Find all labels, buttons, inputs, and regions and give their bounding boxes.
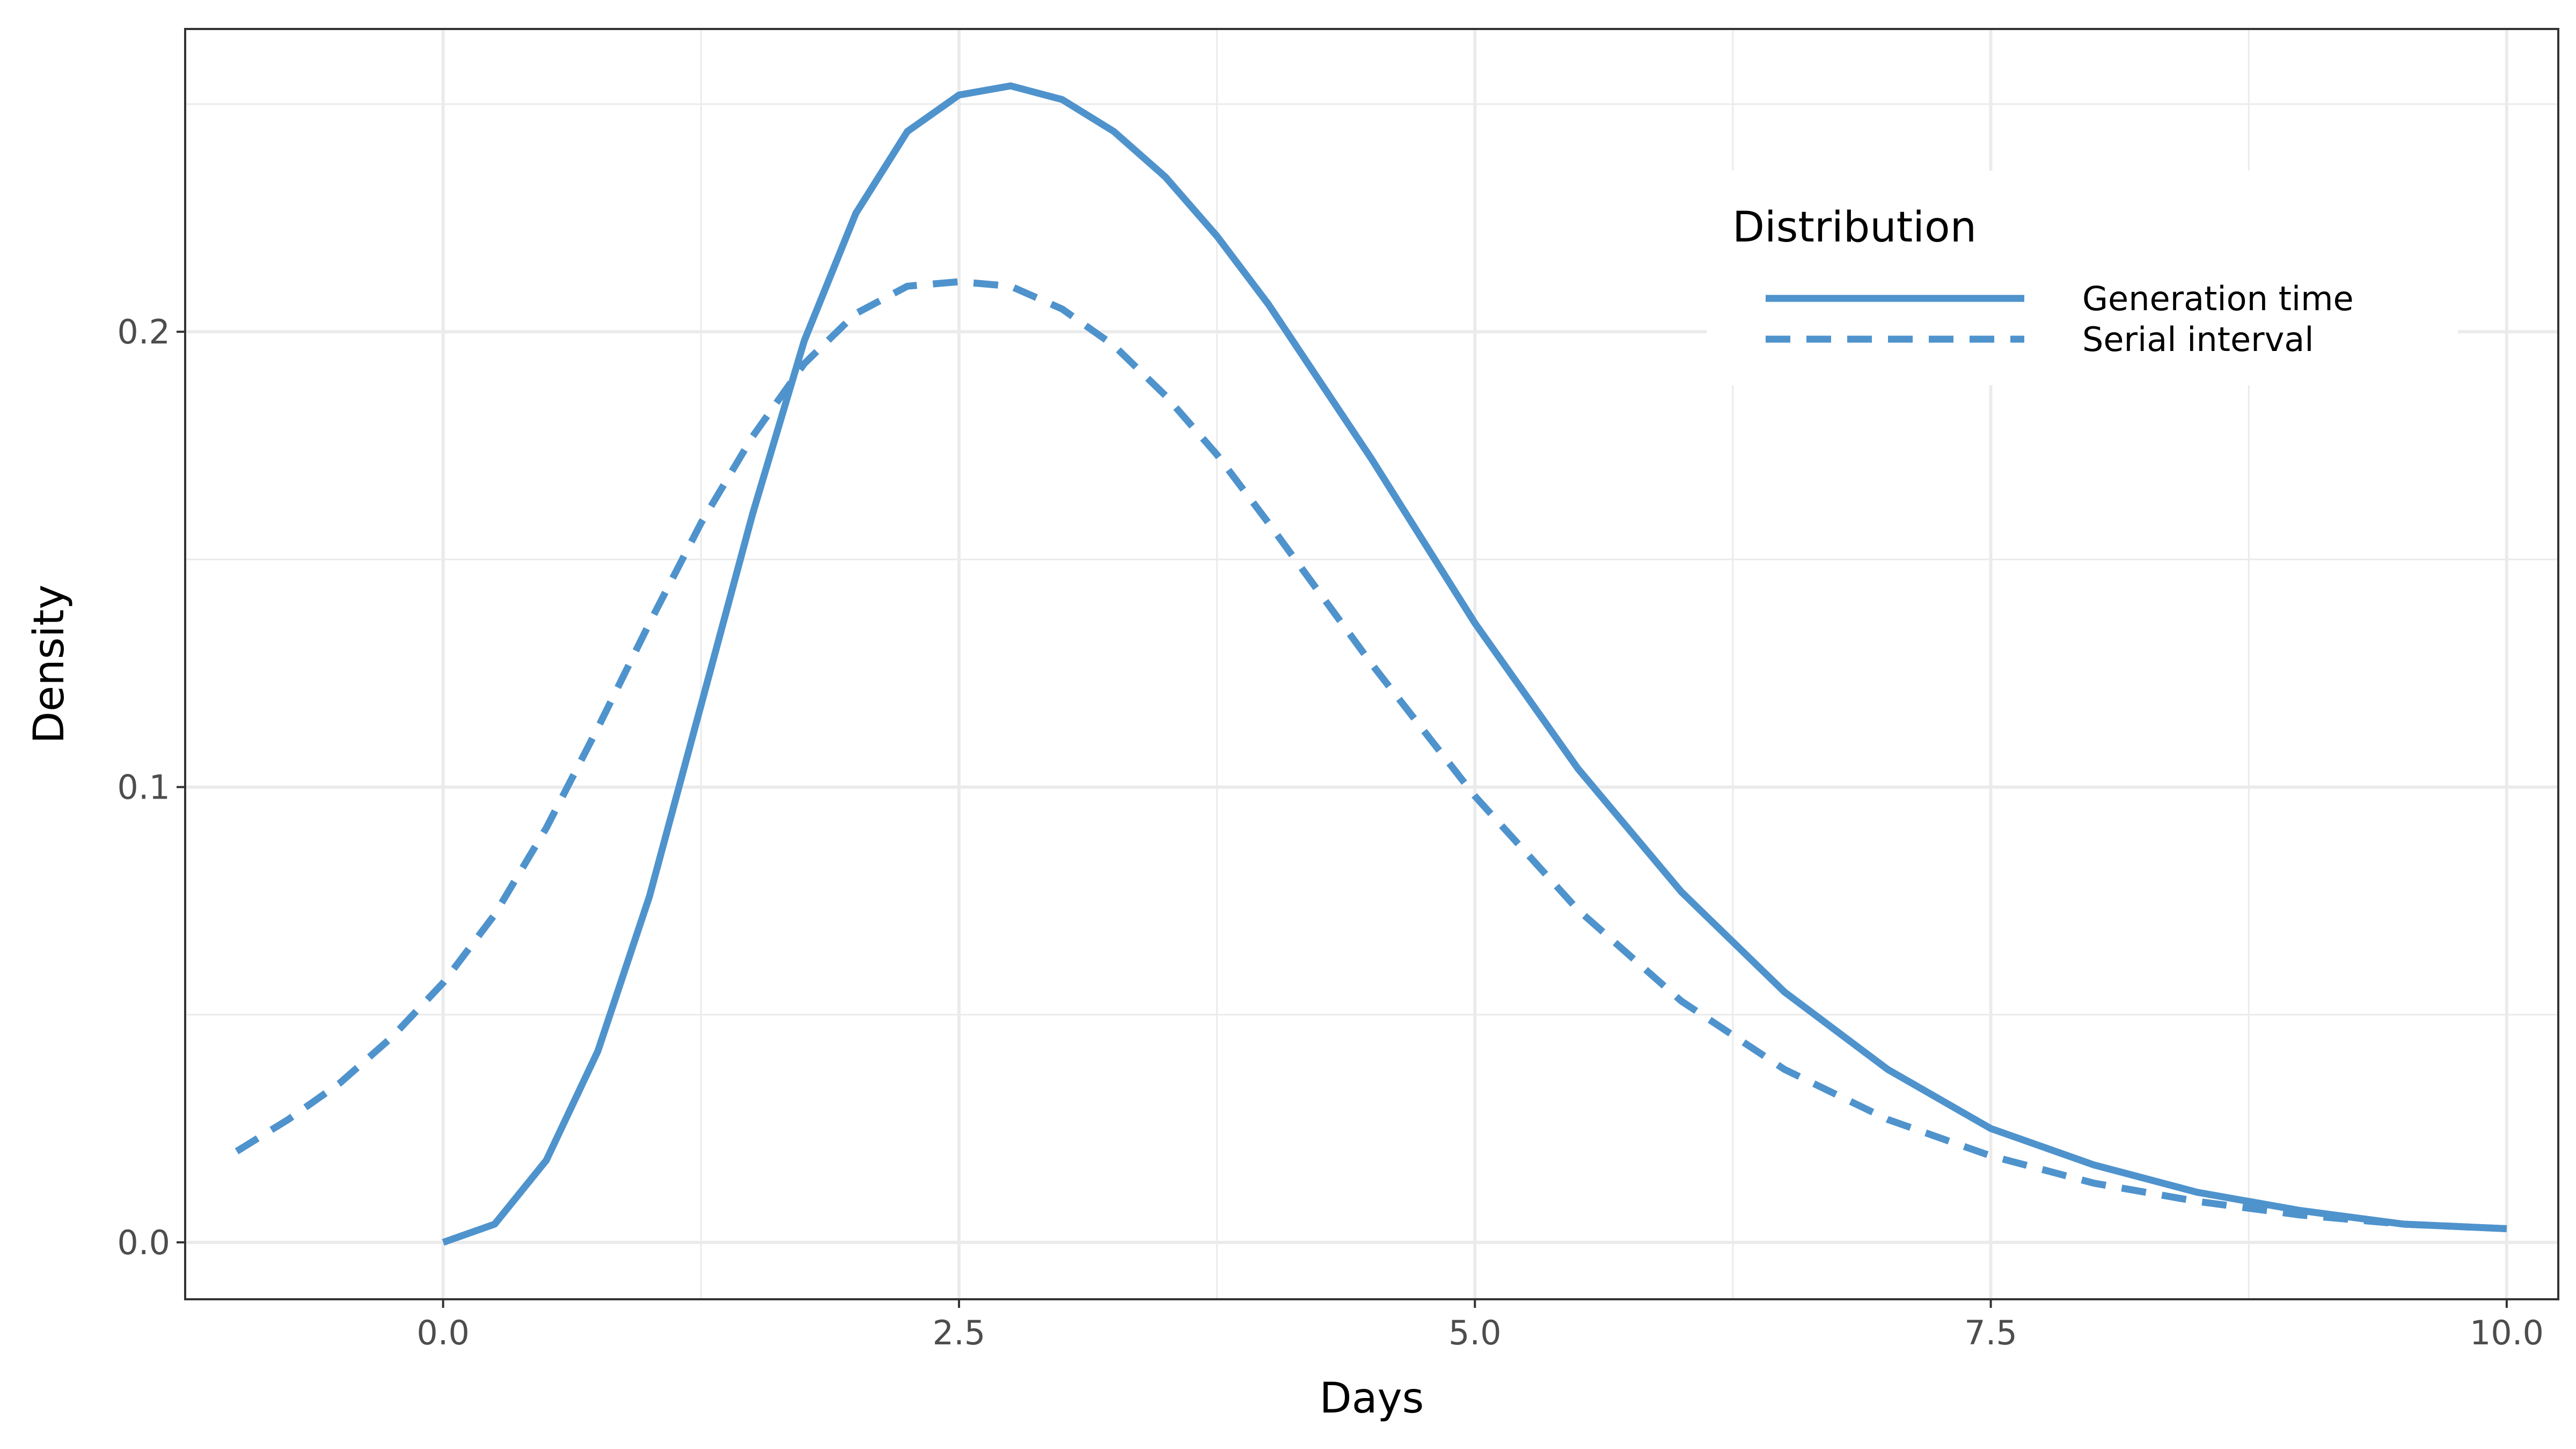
legend-label-generation-time: Generation time xyxy=(2082,279,2354,318)
series-line-generation-time xyxy=(442,82,2507,1246)
y-axis-title: Density xyxy=(25,584,74,744)
legend: Distribution Generation time Serial inte… xyxy=(1707,171,2458,385)
x-tick-label: 0.0 xyxy=(416,1313,470,1352)
series-line-serial-interval xyxy=(235,278,2507,1232)
legend-title: Distribution xyxy=(1732,203,1977,252)
legend-label-serial-interval: Serial interval xyxy=(2082,320,2314,359)
legend-background xyxy=(1707,171,2458,385)
x-tick-label: 2.5 xyxy=(933,1313,986,1352)
y-tick-label: 0.1 xyxy=(117,768,170,807)
y-axis: 0.0 0.1 0.2 xyxy=(117,312,185,1262)
x-tick-label: 5.0 xyxy=(1448,1313,1502,1352)
plot-panel-border xyxy=(184,28,2559,1300)
x-axis: 0.0 2.5 5.0 7.5 10.0 xyxy=(416,1299,2544,1352)
y-tick-label: 0.2 xyxy=(117,312,170,352)
x-tick-label: 7.5 xyxy=(1964,1313,2017,1352)
y-tick-label: 0.0 xyxy=(117,1223,170,1262)
x-tick-label: 10.0 xyxy=(2470,1313,2544,1352)
series-lines xyxy=(235,82,2507,1246)
x-axis-title: Days xyxy=(1320,1374,1424,1423)
major-gridlines xyxy=(185,29,2558,1299)
